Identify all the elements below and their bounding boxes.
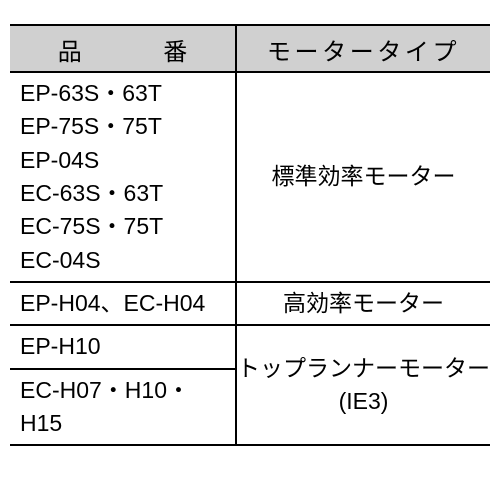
spec-table: 品 番 モータータイプ EP-63S・63T EP-75S・75T EP-04S… xyxy=(10,24,490,446)
header-row: 品 番 モータータイプ xyxy=(10,25,490,72)
table-row: EP-63S・63T EP-75S・75T EP-04S EC-63S・63T … xyxy=(10,72,490,282)
header-motor-type: モータータイプ xyxy=(236,25,490,72)
cell-motor-type: 標準効率モーター xyxy=(236,72,490,282)
header-part-number: 品 番 xyxy=(10,25,236,72)
table-container: 品 番 モータータイプ EP-63S・63T EP-75S・75T EP-04S… xyxy=(0,0,500,446)
cell-motor-type: 高効率モーター xyxy=(236,282,490,325)
cell-part-numbers: EP-H10 xyxy=(10,325,236,368)
table-row: EP-H04、EC-H04 高効率モーター xyxy=(10,282,490,325)
cell-part-numbers: EP-H04、EC-H04 xyxy=(10,282,236,325)
cell-part-numbers: EP-63S・63T EP-75S・75T EP-04S EC-63S・63T … xyxy=(10,72,236,282)
table-row: EP-H10 トップランナーモーター (IE3) xyxy=(10,325,490,368)
cell-part-numbers: EC-H07・H10・H15 xyxy=(10,369,236,446)
cell-motor-type: トップランナーモーター (IE3) xyxy=(236,325,490,445)
